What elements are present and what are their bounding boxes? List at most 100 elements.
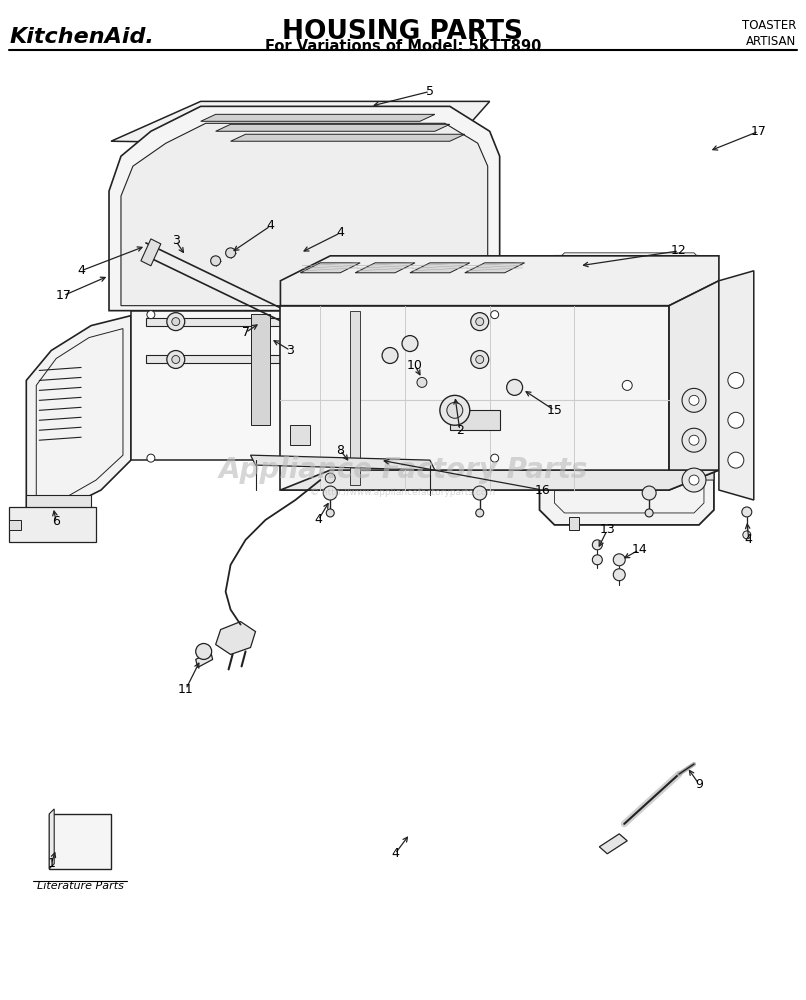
Polygon shape	[539, 256, 714, 525]
Text: 16: 16	[534, 484, 550, 497]
Circle shape	[613, 569, 625, 581]
Text: 3: 3	[286, 344, 294, 357]
Polygon shape	[640, 367, 659, 377]
Circle shape	[196, 644, 212, 659]
Text: HOUSING PARTS: HOUSING PARTS	[282, 19, 524, 45]
Polygon shape	[569, 517, 580, 530]
Polygon shape	[196, 116, 403, 120]
Circle shape	[147, 311, 155, 319]
Circle shape	[471, 313, 488, 331]
Polygon shape	[176, 117, 432, 120]
Polygon shape	[640, 336, 659, 346]
Circle shape	[147, 454, 155, 462]
Polygon shape	[196, 651, 213, 667]
Polygon shape	[640, 352, 659, 361]
Polygon shape	[410, 263, 470, 273]
Polygon shape	[465, 263, 525, 273]
Circle shape	[682, 428, 706, 452]
Circle shape	[491, 454, 499, 462]
Polygon shape	[201, 114, 435, 121]
Circle shape	[476, 355, 484, 363]
Polygon shape	[251, 314, 271, 425]
Text: 13: 13	[600, 523, 615, 536]
Text: 10: 10	[407, 359, 423, 372]
Polygon shape	[669, 281, 719, 490]
Circle shape	[326, 473, 335, 483]
Circle shape	[592, 540, 602, 550]
Circle shape	[742, 507, 752, 517]
Circle shape	[210, 256, 221, 266]
Polygon shape	[27, 495, 91, 510]
Circle shape	[167, 351, 185, 368]
Circle shape	[728, 372, 744, 388]
Polygon shape	[121, 123, 488, 306]
Polygon shape	[600, 834, 627, 854]
Text: 4: 4	[314, 513, 322, 526]
Circle shape	[440, 395, 470, 425]
Circle shape	[382, 348, 398, 363]
Polygon shape	[216, 127, 423, 131]
Polygon shape	[280, 470, 719, 490]
Text: © http://www.appliancefactoryparts.com: © http://www.appliancefactoryparts.com	[310, 488, 496, 497]
Polygon shape	[719, 271, 754, 500]
Text: 4: 4	[391, 847, 399, 860]
Text: 3: 3	[172, 234, 180, 247]
Circle shape	[473, 486, 487, 500]
Polygon shape	[340, 329, 360, 343]
Polygon shape	[216, 622, 256, 654]
Circle shape	[417, 377, 427, 387]
Text: 5: 5	[426, 85, 434, 98]
Polygon shape	[111, 101, 490, 146]
Circle shape	[471, 351, 488, 368]
Polygon shape	[290, 425, 310, 445]
Polygon shape	[694, 465, 714, 480]
Polygon shape	[640, 383, 659, 393]
Text: 8: 8	[336, 444, 344, 457]
Polygon shape	[480, 382, 492, 391]
Text: 2: 2	[456, 424, 463, 437]
Polygon shape	[27, 316, 131, 520]
Polygon shape	[345, 314, 365, 425]
Polygon shape	[490, 351, 525, 367]
Text: For Variations of Model: 5KTT890: For Variations of Model: 5KTT890	[265, 39, 541, 54]
Text: 4: 4	[77, 264, 85, 277]
Circle shape	[682, 468, 706, 492]
Polygon shape	[109, 106, 500, 311]
Circle shape	[622, 380, 632, 390]
Text: 1: 1	[48, 857, 55, 870]
Polygon shape	[350, 311, 360, 485]
Circle shape	[689, 475, 699, 485]
Text: 17: 17	[56, 289, 71, 302]
Ellipse shape	[64, 349, 98, 358]
Polygon shape	[146, 318, 500, 326]
Circle shape	[326, 509, 334, 517]
Text: 7: 7	[242, 326, 250, 339]
Circle shape	[507, 379, 522, 395]
Circle shape	[645, 509, 653, 517]
Circle shape	[642, 486, 656, 500]
Text: 9: 9	[695, 778, 703, 791]
Circle shape	[689, 395, 699, 405]
Polygon shape	[49, 814, 111, 869]
Circle shape	[491, 311, 499, 319]
Polygon shape	[141, 239, 161, 266]
Polygon shape	[555, 281, 575, 490]
Circle shape	[728, 452, 744, 468]
Text: 17: 17	[751, 125, 767, 138]
Text: Appliance Factory Parts: Appliance Factory Parts	[218, 456, 588, 484]
Text: 15: 15	[546, 404, 563, 417]
Polygon shape	[10, 520, 21, 530]
Polygon shape	[146, 355, 500, 363]
Circle shape	[172, 355, 180, 363]
Circle shape	[728, 412, 744, 428]
Circle shape	[743, 531, 751, 539]
Circle shape	[476, 509, 484, 517]
Circle shape	[689, 435, 699, 445]
Circle shape	[172, 318, 180, 326]
Circle shape	[682, 388, 706, 412]
Text: Literature Parts: Literature Parts	[37, 881, 123, 891]
Polygon shape	[280, 256, 719, 306]
Circle shape	[167, 313, 185, 331]
Polygon shape	[415, 375, 435, 388]
Text: KitchenAid.: KitchenAid.	[10, 27, 154, 47]
